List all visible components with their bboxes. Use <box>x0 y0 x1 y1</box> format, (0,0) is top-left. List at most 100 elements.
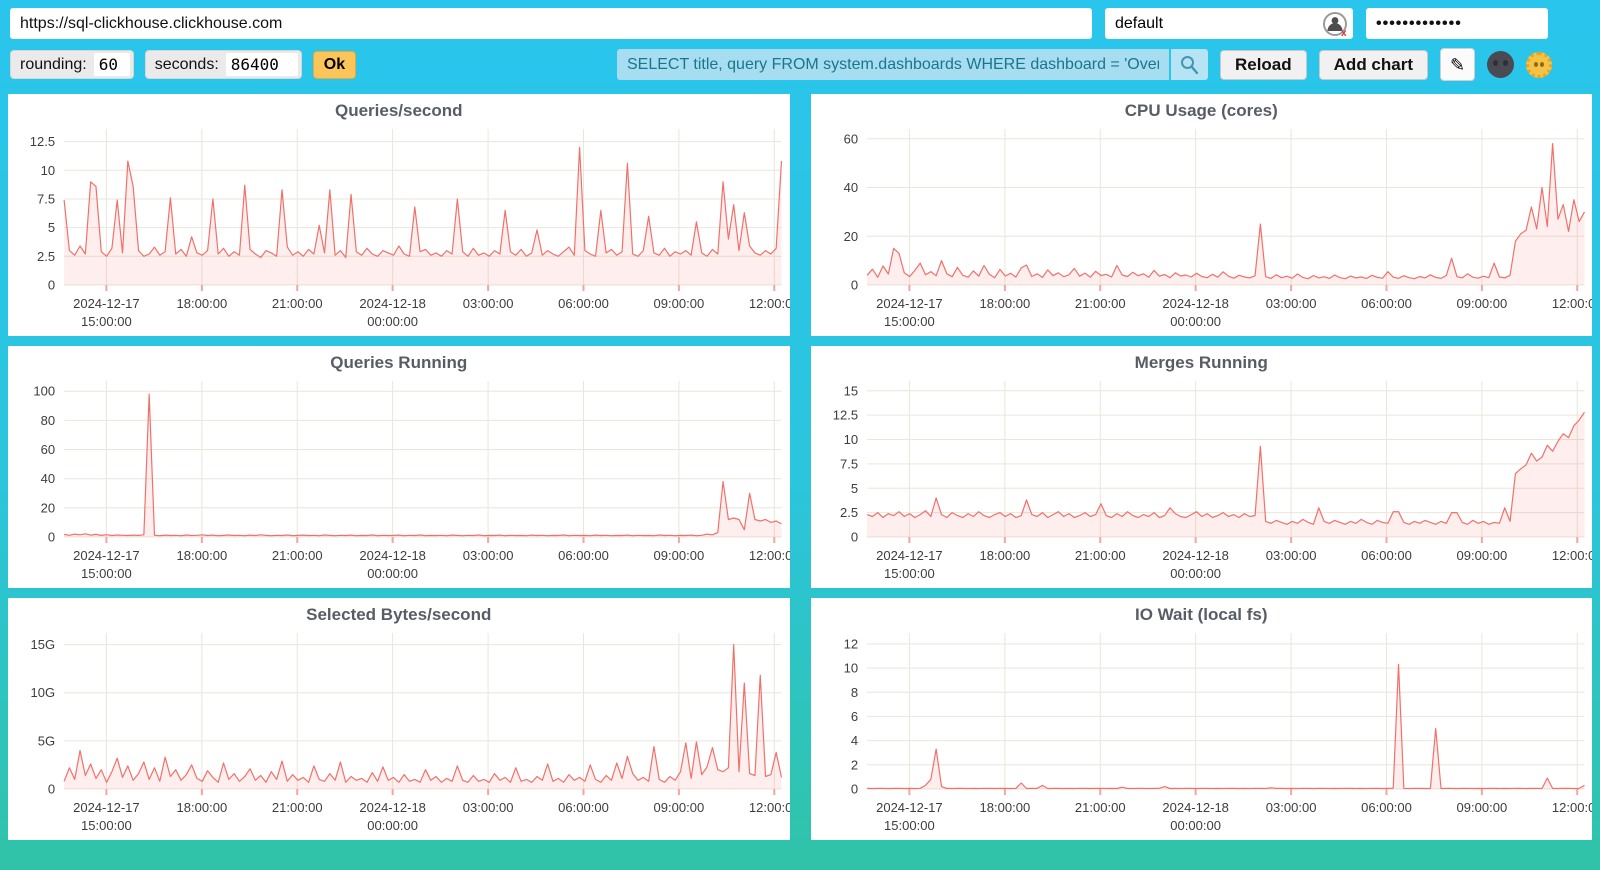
svg-text:0: 0 <box>48 782 55 797</box>
password-input[interactable] <box>1366 8 1548 39</box>
chart-title: Queries Running <box>330 353 468 372</box>
svg-text:2024-12-18: 2024-12-18 <box>1162 800 1229 815</box>
svg-text:15:00:00: 15:00:00 <box>81 314 132 329</box>
connection-bar: x <box>0 0 1600 39</box>
run-query-button[interactable] <box>1170 49 1208 80</box>
rounding-label: rounding: <box>20 55 87 73</box>
charts-grid: Queries/second 0 2.5 5 7.5 10 12.5 2024-12-17 1… <box>0 81 1600 840</box>
svg-text:10G: 10G <box>30 685 55 700</box>
svg-text:12:00:00: 12:00:00 <box>1551 548 1592 563</box>
svg-text:00:00:00: 00:00:00 <box>367 818 418 833</box>
svg-text:20: 20 <box>843 229 857 244</box>
svg-text:6: 6 <box>850 709 857 724</box>
svg-text:40: 40 <box>41 471 55 486</box>
svg-text:0: 0 <box>48 530 55 545</box>
seconds-label: seconds: <box>154 55 219 73</box>
seconds-input[interactable] <box>225 53 298 76</box>
svg-text:4: 4 <box>850 733 857 748</box>
svg-text:09:00:00: 09:00:00 <box>1456 296 1507 311</box>
search-icon <box>1181 55 1199 74</box>
svg-text:2024-12-17: 2024-12-17 <box>876 548 943 563</box>
chart-title: IO Wait (local fs) <box>1134 605 1268 624</box>
svg-text:12:00:00: 12:00:00 <box>1551 296 1592 311</box>
chart-plot-queries-per-second[interactable]: 0 2.5 5 7.5 10 12.5 2024-12-17 15:00:00 18:00:00… <box>8 121 790 333</box>
light-mode-toggle-icon[interactable] <box>1526 51 1552 78</box>
svg-text:21:00:00: 21:00:00 <box>272 548 323 563</box>
svg-text:0: 0 <box>850 530 857 545</box>
svg-text:12.5: 12.5 <box>30 134 55 149</box>
dark-mode-toggle-icon[interactable] <box>1487 51 1514 78</box>
pencil-icon: ✎ <box>1449 54 1466 75</box>
svg-text:x: x <box>1341 28 1347 37</box>
chart-panel-cpu-usage: CPU Usage (cores) 0 20 40 60 2024-12-17 15:00… <box>810 94 1593 336</box>
svg-text:2024-12-18: 2024-12-18 <box>359 548 426 563</box>
svg-text:2024-12-18: 2024-12-18 <box>1162 296 1229 311</box>
chart-plot-merges-running[interactable]: 0 2.5 5 7.5 10 12.5 15 2024-12-17 15:00:00 18:00:… <box>811 373 1593 585</box>
svg-text:60: 60 <box>843 131 857 146</box>
svg-text:18:00:00: 18:00:00 <box>177 800 228 815</box>
svg-text:00:00:00: 00:00:00 <box>1170 566 1221 581</box>
svg-text:2024-12-18: 2024-12-18 <box>359 800 426 815</box>
svg-text:2.5: 2.5 <box>37 249 55 264</box>
svg-text:03:00:00: 03:00:00 <box>463 296 514 311</box>
svg-text:10: 10 <box>41 163 55 178</box>
svg-text:06:00:00: 06:00:00 <box>1361 548 1412 563</box>
svg-text:15:00:00: 15:00:00 <box>81 566 132 581</box>
chart-plot-selected-bytes[interactable]: 0 5G 10G 15G 2024-12-17 15:00:00 18:00:00 21:00… <box>8 625 790 837</box>
svg-text:09:00:00: 09:00:00 <box>654 800 705 815</box>
svg-text:2024-12-18: 2024-12-18 <box>1162 548 1229 563</box>
chart-title: Selected Bytes/second <box>306 605 492 624</box>
edit-button[interactable]: ✎ <box>1440 48 1475 81</box>
user-field: x <box>1105 8 1353 39</box>
svg-text:09:00:00: 09:00:00 <box>654 548 705 563</box>
svg-text:03:00:00: 03:00:00 <box>463 548 514 563</box>
svg-text:00:00:00: 00:00:00 <box>1170 818 1221 833</box>
svg-text:5: 5 <box>850 481 857 496</box>
dashboard-query-input[interactable] <box>616 49 1169 80</box>
svg-text:0: 0 <box>48 278 55 293</box>
svg-text:21:00:00: 21:00:00 <box>272 800 323 815</box>
svg-text:15:00:00: 15:00:00 <box>884 818 935 833</box>
svg-text:12.5: 12.5 <box>832 408 857 423</box>
chart-panel-merges-running: Merges Running 0 2.5 5 7.5 10 12.5 15 2024-12-1… <box>810 346 1593 588</box>
svg-text:06:00:00: 06:00:00 <box>558 800 609 815</box>
svg-text:0: 0 <box>850 278 857 293</box>
svg-text:40: 40 <box>843 180 857 195</box>
svg-text:2024-12-17: 2024-12-17 <box>73 296 140 311</box>
chart-plot-queries-running[interactable]: 0 20 40 60 80 100 2024-12-17 15:00:00 18:00:00 21… <box>8 373 790 585</box>
svg-text:15: 15 <box>843 383 857 398</box>
chart-plot-io-wait[interactable]: 0 2 4 6 8 10 12 2024-12-17 15:00:00 18:00:00 21:00… <box>811 625 1593 837</box>
ok-button[interactable]: Ok <box>312 50 357 79</box>
svg-text:03:00:00: 03:00:00 <box>463 800 514 815</box>
rounding-input[interactable] <box>93 53 130 76</box>
svg-text:03:00:00: 03:00:00 <box>1265 548 1316 563</box>
svg-text:60: 60 <box>41 442 55 457</box>
svg-text:5: 5 <box>48 220 55 235</box>
svg-text:21:00:00: 21:00:00 <box>272 296 323 311</box>
svg-text:03:00:00: 03:00:00 <box>1265 800 1316 815</box>
svg-text:09:00:00: 09:00:00 <box>654 296 705 311</box>
reload-button[interactable]: Reload <box>1219 49 1307 80</box>
user-input[interactable] <box>1105 8 1322 39</box>
svg-text:15:00:00: 15:00:00 <box>884 566 935 581</box>
toolbar-right-group: Reload Add chart ✎ <box>616 48 1552 81</box>
chart-panel-queries-per-second: Queries/second 0 2.5 5 7.5 10 12.5 2024-12-17 1… <box>8 94 790 336</box>
svg-text:06:00:00: 06:00:00 <box>558 548 609 563</box>
add-chart-button[interactable]: Add chart <box>1318 49 1428 80</box>
chart-plot-cpu-usage[interactable]: 0 20 40 60 2024-12-17 15:00:00 18:00:00 21:00:0… <box>811 121 1593 333</box>
svg-text:20: 20 <box>41 500 55 515</box>
svg-text:18:00:00: 18:00:00 <box>979 548 1030 563</box>
dashboard-toolbar: rounding: seconds: Ok Reload Add chart ✎ <box>0 39 1600 81</box>
svg-text:15G: 15G <box>30 637 55 652</box>
svg-text:21:00:00: 21:00:00 <box>1074 548 1125 563</box>
svg-text:09:00:00: 09:00:00 <box>1456 800 1507 815</box>
svg-text:12: 12 <box>843 636 857 651</box>
chart-title: CPU Usage (cores) <box>1124 101 1278 120</box>
svg-text:12:00:00: 12:00:00 <box>749 548 790 563</box>
svg-text:00:00:00: 00:00:00 <box>1170 314 1221 329</box>
svg-text:2024-12-18: 2024-12-18 <box>359 296 426 311</box>
server-url-input[interactable] <box>10 8 1092 39</box>
chart-panel-selected-bytes: Selected Bytes/second 0 5G 10G 15G 2024-12-1… <box>8 598 790 840</box>
seconds-field: seconds: <box>144 50 302 79</box>
svg-text:10: 10 <box>843 661 857 676</box>
